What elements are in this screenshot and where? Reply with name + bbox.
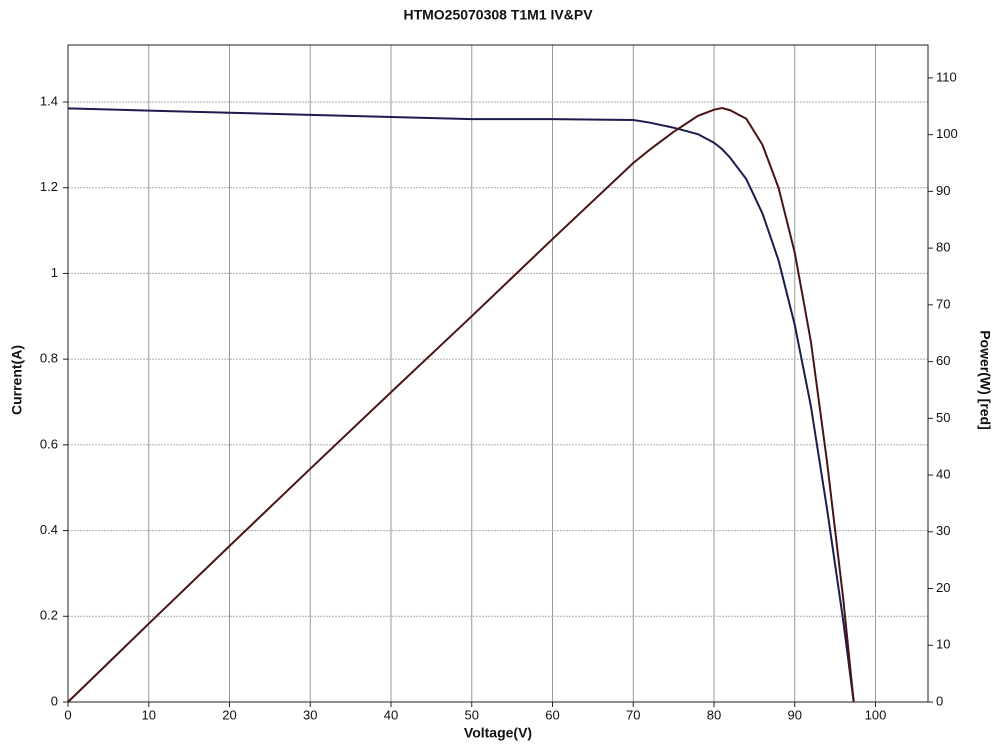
y-tick-label: 0.2	[40, 608, 58, 623]
y2-tick-label: 70	[936, 296, 950, 311]
plot-frame	[67, 44, 929, 703]
y2-tick-label: 100	[936, 126, 958, 141]
x-tick-label: 100	[865, 707, 887, 722]
x-tick-label: 90	[788, 707, 802, 722]
y-tick-label: 1	[51, 265, 58, 280]
x-tick-label: 0	[64, 707, 71, 722]
x-tick-label: 50	[465, 707, 479, 722]
x-tick-label: 20	[222, 707, 236, 722]
x-tick-label: 40	[384, 707, 398, 722]
chart-title: HTMO25070308 T1M1 IV&PV	[403, 7, 593, 23]
y-tick-label: 1.4	[40, 93, 58, 108]
data-line	[67, 106, 855, 703]
y2-tick-label: 80	[936, 240, 950, 255]
data-line	[67, 107, 855, 703]
y2-tick-label: 50	[936, 410, 950, 425]
x-tick-label: 30	[303, 707, 317, 722]
x-axis-label: Voltage(V)	[464, 725, 532, 741]
y-axis-label: Current(A)	[9, 345, 25, 415]
y2-tick-label: 60	[936, 353, 950, 368]
y-tick-label: 0.4	[40, 522, 58, 537]
y2-tick-label: 20	[936, 580, 950, 595]
y-tick-label: 0	[51, 693, 58, 708]
y2-tick-label: 40	[936, 466, 950, 481]
y-tick-label: 0.8	[40, 351, 58, 366]
x-tick-label: 10	[142, 707, 156, 722]
x-tick-label: 80	[707, 707, 721, 722]
y-tick-label: 0.6	[40, 436, 58, 451]
y2-tick-label: 110	[936, 69, 957, 84]
x-tick-label: 60	[545, 707, 559, 722]
y2-tick-label: 90	[936, 183, 950, 198]
y2-axis-label: Power(W) [red]	[977, 330, 993, 430]
y-tick-label: 1.2	[40, 179, 58, 194]
y2-tick-label: 10	[936, 637, 950, 652]
y2-tick-label: 30	[936, 523, 950, 538]
x-tick-label: 70	[626, 707, 640, 722]
y2-tick-label: 0	[936, 693, 943, 708]
